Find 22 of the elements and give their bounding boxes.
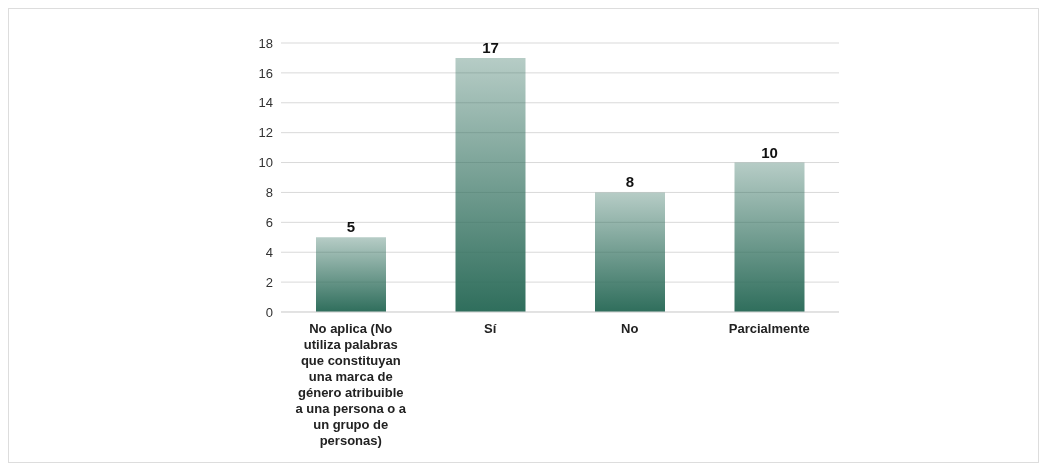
data-label: 5 — [346, 218, 356, 236]
y-tick-label: 18 — [258, 35, 273, 51]
bar — [316, 237, 386, 312]
data-label: 8 — [625, 173, 635, 191]
y-tick-label: 0 — [265, 304, 273, 320]
y-tick-label: 4 — [265, 244, 273, 260]
y-tick-label: 10 — [258, 155, 273, 171]
y-tick-label: 2 — [265, 274, 273, 290]
y-tick-label: 6 — [265, 214, 273, 230]
x-tick-label: No — [621, 321, 639, 337]
bar — [595, 192, 665, 312]
y-tick-label: 16 — [258, 65, 273, 81]
y-tick-label: 8 — [265, 185, 273, 201]
y-tick-label: 14 — [258, 95, 273, 111]
x-tick-label: Sí — [484, 321, 497, 337]
data-label: 17 — [482, 38, 499, 56]
bar — [734, 162, 805, 312]
y-tick-label: 12 — [258, 125, 273, 141]
x-tick-label: No aplica (No utiliza palabras que constituyan una marca de género atribuible a una persona o a un grupo de personas) — [295, 321, 407, 449]
x-tick-label: Parcialmente — [728, 321, 810, 337]
bar — [455, 57, 526, 312]
data-label: 10 — [761, 143, 778, 161]
